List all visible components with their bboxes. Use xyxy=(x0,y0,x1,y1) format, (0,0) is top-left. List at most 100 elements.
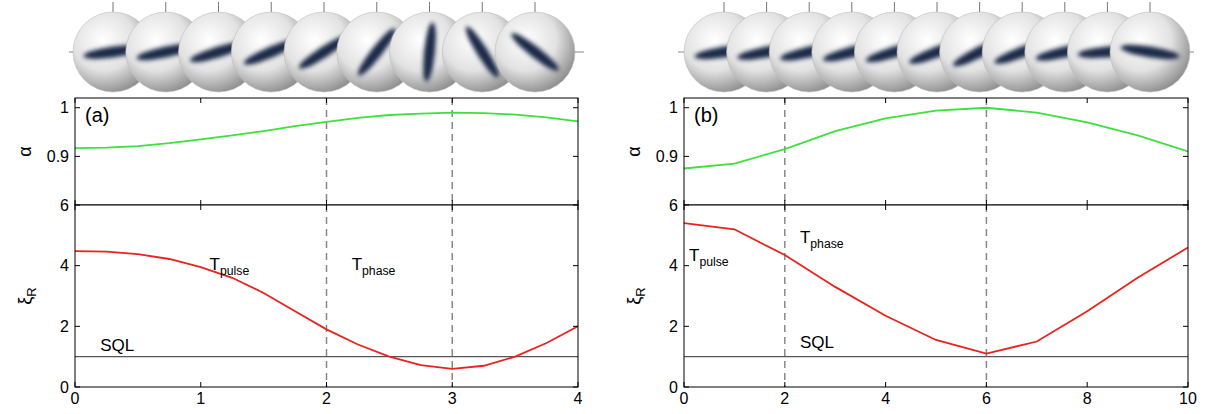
text-main: T xyxy=(689,246,699,265)
plot-area xyxy=(75,98,578,205)
subplot: 024601234ξRTpulseTphaseSQL xyxy=(15,197,583,408)
y-tick-label: 0.9 xyxy=(47,148,69,165)
x-tick xyxy=(1087,98,1088,103)
x-tick xyxy=(326,98,327,103)
y-tick-label: 0 xyxy=(60,379,69,396)
y-tick xyxy=(1183,265,1188,266)
x-tick xyxy=(326,200,327,205)
text-main: α xyxy=(15,146,35,156)
y-tick-label: 4 xyxy=(60,257,69,274)
plot-area xyxy=(75,205,578,387)
x-tick xyxy=(986,200,987,205)
x-tick xyxy=(1188,382,1189,387)
y-tick xyxy=(684,156,689,157)
x-tick-label: 3 xyxy=(448,390,457,407)
sphere-tick xyxy=(535,2,536,13)
squeezed-state xyxy=(1120,42,1181,62)
sphere-state xyxy=(1120,42,1181,62)
sphere-tick xyxy=(1022,2,1023,13)
annotation: Tpulse xyxy=(689,246,729,269)
y-tick xyxy=(75,265,80,266)
plot-frame xyxy=(684,98,1188,205)
sphere-tick xyxy=(482,2,483,13)
marker-line xyxy=(986,205,988,387)
text-main: SQL xyxy=(800,333,834,352)
y-tick xyxy=(573,387,578,388)
sphere-state xyxy=(508,29,562,75)
y-tick xyxy=(75,326,80,327)
y-tick xyxy=(1183,156,1188,157)
panel-label: (a) xyxy=(85,104,109,126)
y-tick xyxy=(75,156,80,157)
sphere-tick xyxy=(1150,2,1151,13)
y-tick-label: 4 xyxy=(669,257,678,274)
y-tick xyxy=(573,265,578,266)
marker-line xyxy=(326,205,328,387)
sphere-tick xyxy=(271,2,272,13)
squeezed-state xyxy=(508,29,562,75)
sphere-tick xyxy=(1107,2,1108,13)
y-axis-title: α xyxy=(624,146,644,156)
x-tick xyxy=(75,382,76,387)
marker-line xyxy=(784,98,786,205)
x-tick xyxy=(885,98,886,103)
y-axis-title: ξR xyxy=(15,287,39,304)
subplot: 0.91α(a) xyxy=(15,98,578,205)
x-tick-label: 8 xyxy=(1083,390,1092,407)
data-layer xyxy=(75,205,578,387)
data-layer xyxy=(684,98,1188,205)
x-tick-label: 10 xyxy=(1179,390,1197,407)
y-axis-title: ξR xyxy=(624,287,648,304)
x-tick xyxy=(986,382,987,387)
x-tick-label: 0 xyxy=(71,390,80,407)
y-tick xyxy=(684,387,689,388)
sphere-tick xyxy=(376,2,377,13)
sphere-tick xyxy=(1064,2,1065,13)
text-main: T xyxy=(352,255,362,274)
text-main: T xyxy=(210,255,220,274)
x-tick xyxy=(885,205,886,210)
panel-label: (b) xyxy=(694,104,718,126)
sphere-tick xyxy=(165,2,166,13)
y-tick-label: 2 xyxy=(60,318,69,335)
x-tick xyxy=(1188,98,1189,103)
x-tick xyxy=(75,200,76,205)
x-tick xyxy=(684,205,685,210)
x-tick xyxy=(578,382,579,387)
plot-frame xyxy=(75,98,578,205)
x-tick xyxy=(885,200,886,205)
x-tick xyxy=(1087,200,1088,205)
y-tick xyxy=(573,107,578,108)
x-tick-label: 0 xyxy=(680,390,689,407)
y-tick xyxy=(684,326,689,327)
text-subscript: pulse xyxy=(220,264,249,278)
x-tick xyxy=(452,200,453,205)
annotation: SQL xyxy=(800,333,834,352)
x-tick-label: 2 xyxy=(780,390,789,407)
x-tick xyxy=(200,205,201,210)
x-tick xyxy=(1188,200,1189,205)
y-tick-label: 2 xyxy=(669,318,678,335)
squeezed-state xyxy=(421,22,438,83)
data-line xyxy=(75,113,578,149)
reference-line xyxy=(75,356,578,357)
y-tick xyxy=(75,107,80,108)
reference-line xyxy=(684,356,1188,357)
x-tick xyxy=(452,98,453,103)
sphere-tick xyxy=(766,2,767,13)
y-tick-label: 6 xyxy=(669,197,678,214)
text-main: ξ xyxy=(15,297,35,305)
x-tick xyxy=(1087,205,1088,210)
x-tick xyxy=(986,205,987,210)
text-main: α xyxy=(624,146,644,156)
text-subscript: R xyxy=(633,287,648,296)
x-tick xyxy=(200,200,201,205)
x-tick xyxy=(75,205,76,210)
data-line xyxy=(684,223,1188,353)
sphere-strip xyxy=(678,2,1194,92)
plot-frame xyxy=(684,205,1188,387)
y-tick xyxy=(75,205,80,206)
x-tick xyxy=(452,205,453,210)
subplot: 0.91α(b) xyxy=(624,98,1188,205)
sphere-tick xyxy=(979,2,980,13)
